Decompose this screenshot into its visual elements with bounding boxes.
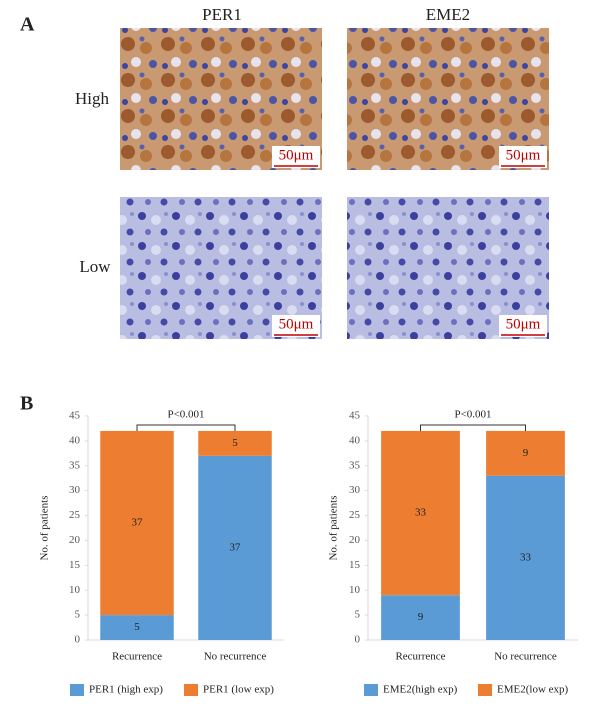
x-tick-label: Recurrence	[112, 651, 162, 663]
y-tick-label: 5	[355, 609, 361, 621]
data-label: 37	[132, 517, 144, 529]
data-label: 5	[134, 621, 140, 633]
legend-swatch	[478, 684, 492, 696]
scale-bar: 50μm 50μm 50μm 50μm	[272, 146, 547, 337]
legend-label: EME2(low exp)	[497, 684, 569, 696]
bar-segment	[381, 595, 460, 640]
y-tick-label: 25	[349, 509, 361, 521]
bar-segment	[486, 475, 565, 640]
significance-bracket	[136, 424, 236, 431]
y-tick-label: 45	[69, 410, 81, 422]
scale-label: 50μm	[506, 316, 541, 332]
bar-segment	[198, 455, 272, 640]
legend-label: PER1 (high exp)	[89, 684, 163, 696]
column-header: EME2	[426, 5, 470, 24]
significance-bracket	[420, 424, 526, 431]
x-tick-label: No recurrence	[494, 651, 557, 663]
y-tick-label: 5	[75, 609, 81, 621]
row-header: Low	[79, 257, 111, 276]
y-axis-label: No. of patients	[328, 495, 340, 560]
y-axis-label: No. of patients	[39, 495, 51, 560]
y-tick-label: 10	[69, 584, 81, 596]
y-tick-label: 0	[75, 634, 81, 646]
legend-label: EME2(high exp)	[383, 684, 458, 696]
y-tick-label: 25	[69, 509, 81, 521]
y-tick-label: 10	[349, 584, 361, 596]
scale-label: 50μm	[506, 147, 541, 163]
y-tick-label: 15	[349, 559, 361, 571]
row-header: High	[75, 89, 110, 108]
y-tick-label: 35	[349, 459, 361, 471]
scale-label: 50μm	[279, 316, 314, 332]
data-label: 9	[523, 447, 529, 459]
data-label: 33	[415, 507, 427, 519]
y-tick-label: 15	[69, 559, 81, 571]
y-tick-label: 20	[69, 534, 81, 546]
data-label: 5	[232, 437, 238, 449]
column-header: PER1	[202, 5, 242, 24]
y-tick-label: 40	[349, 434, 361, 446]
legend-swatch	[364, 684, 378, 696]
bar-segment	[100, 430, 174, 616]
x-tick-label: No recurrence	[204, 651, 267, 663]
y-tick-label: 30	[349, 484, 361, 496]
data-label: 33	[520, 551, 532, 563]
data-label: 9	[418, 611, 424, 623]
bar-segment	[486, 430, 565, 476]
bar-segment	[198, 430, 272, 456]
panel-label: B	[20, 393, 33, 415]
annotation: P<0.001	[454, 409, 491, 421]
y-tick-label: 40	[69, 434, 81, 446]
legend-label: PER1 (low exp)	[203, 684, 274, 696]
bar-segment	[100, 615, 174, 640]
bar-segment	[381, 430, 460, 596]
y-tick-label: 30	[69, 484, 81, 496]
x-tick-label: Recurrence	[395, 651, 445, 663]
panel-label: A	[20, 14, 35, 36]
scale-label: 50μm	[279, 147, 314, 163]
legend-swatch	[70, 684, 84, 696]
y-tick-label: 0	[355, 634, 361, 646]
legend-swatch	[184, 684, 198, 696]
data-label: 37	[230, 541, 242, 553]
y-tick-label: 20	[349, 534, 361, 546]
y-tick-label: 45	[349, 410, 361, 422]
annotation: P<0.001	[167, 409, 204, 421]
y-tick-label: 35	[69, 459, 81, 471]
